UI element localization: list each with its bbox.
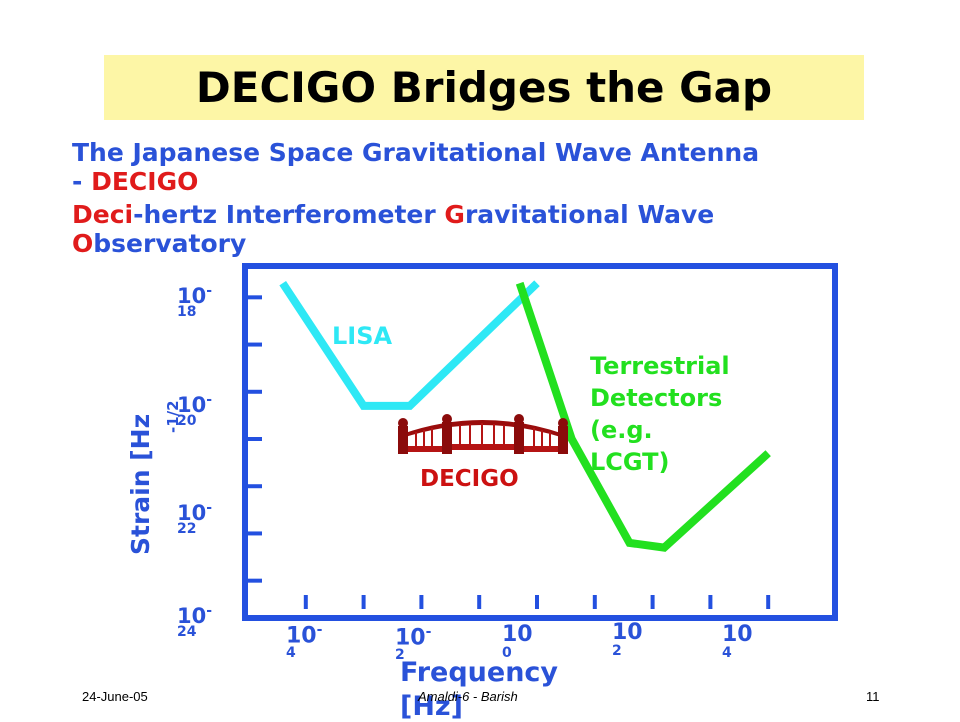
ytick-exp-18: 18: [177, 304, 197, 320]
subtitle-line-2: Deci-hertz Interferometer Gravitational …: [72, 200, 714, 258]
lisa-label: LISA: [332, 322, 393, 350]
subtitle-1-main: The Japanese Space Gravitational Wave An…: [72, 138, 760, 167]
subtitle-2-bservatory: bservatory: [93, 229, 247, 258]
subtitle-2-g: G: [444, 200, 465, 229]
terrestrial-curve: [515, 281, 771, 552]
ytick-label-20: 10-: [177, 392, 213, 417]
y-axis-label-exp: -1/2: [164, 400, 182, 433]
x-axis-label: Frequency: [400, 657, 559, 688]
ytick-label-18: 10-: [177, 283, 213, 308]
xtick-exp-0: 0: [502, 645, 512, 661]
footer-presenter: Amaldi-6 - Barish: [418, 689, 518, 704]
xtick-label-2: 10: [612, 620, 643, 645]
ytick-label-24: 10-: [177, 603, 213, 628]
xtick-label-m4: 10-: [286, 622, 323, 649]
ytick-exp-24: 24: [177, 624, 197, 640]
subtitle-2-hertz: -hertz Interferometer: [133, 200, 445, 229]
axis-ticks: [248, 295, 771, 609]
ytick-exp-20: 20: [177, 413, 197, 429]
plot-frame: [242, 263, 838, 621]
xtick-label-m2: 10-: [395, 624, 432, 651]
slide-title: DECIGO Bridges the Gap: [195, 63, 773, 112]
footer-date: 24-June-05: [82, 689, 148, 704]
lisa-curve: [279, 280, 540, 410]
xtick-label-0: 10: [502, 622, 533, 647]
ytick-exp-22: 22: [177, 521, 197, 537]
xtick-exp-m4: 4: [286, 645, 296, 661]
subtitle-1-dash: -: [72, 167, 92, 196]
subtitle-2-eci: eci: [92, 200, 134, 229]
xtick-label-4: 10: [722, 622, 753, 647]
subtitle-1-decigo: DECIGO: [91, 167, 199, 196]
footer-page-number: 11: [866, 689, 880, 704]
decigo-label: DECIGO: [420, 466, 519, 492]
subtitle-line-1: The Japanese Space Gravitational Wave An…: [72, 138, 759, 196]
title-banner: DECIGO Bridges the Gap: [104, 55, 864, 120]
xtick-exp-4: 4: [722, 645, 732, 661]
terrestrial-label: Terrestrial Detectors (e.g. LCGT): [590, 352, 730, 476]
x-axis-units: [Hz]: [400, 691, 463, 722]
xtick-exp-2: 2: [612, 643, 622, 659]
ytick-label-22: 10-: [177, 500, 213, 525]
bridge-icon: [398, 414, 568, 454]
y-axis-label: Strain [Hz: [126, 413, 155, 555]
subtitle-2-d: D: [72, 200, 93, 229]
subtitle-2-rest: ravitational Wave: [464, 200, 715, 229]
subtitle-2-o: O: [72, 229, 94, 258]
xtick-exp-m2: 2: [395, 647, 405, 663]
